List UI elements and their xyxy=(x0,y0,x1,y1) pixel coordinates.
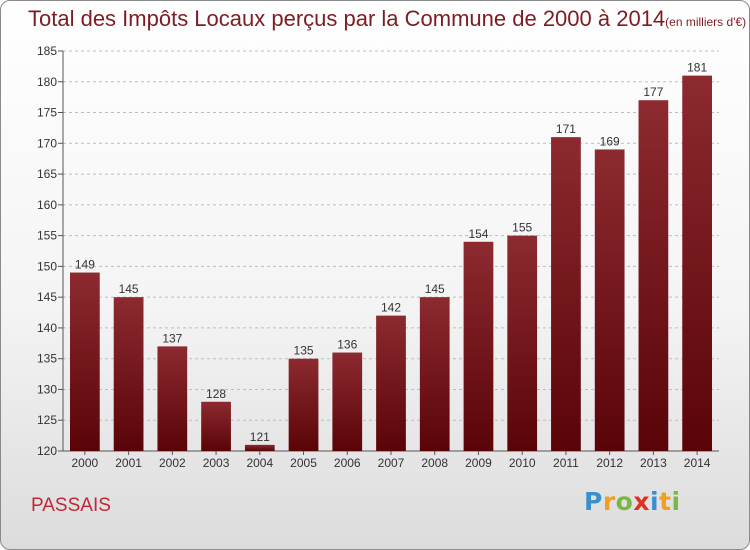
logo-letter: r xyxy=(602,487,616,516)
bar xyxy=(332,352,363,451)
x-tick-label: 2006 xyxy=(334,456,361,470)
x-tick-label: 2004 xyxy=(246,456,273,470)
y-tick-label: 160 xyxy=(37,198,57,212)
data-label: 142 xyxy=(381,301,401,315)
data-label: 149 xyxy=(75,258,95,272)
data-label: 145 xyxy=(425,282,445,296)
bar xyxy=(244,444,275,451)
data-label: 171 xyxy=(556,122,576,136)
logo-letter: P xyxy=(584,487,603,516)
data-label: 177 xyxy=(643,85,663,99)
chart-title: Total des Impôts Locaux perçus par la Co… xyxy=(28,6,746,32)
y-tick-label: 155 xyxy=(37,229,57,243)
data-label: 169 xyxy=(600,134,620,148)
logo-letter: t xyxy=(659,487,672,516)
bar xyxy=(638,100,669,451)
data-label: 135 xyxy=(294,344,314,358)
y-tick-label: 120 xyxy=(37,444,57,458)
x-tick-label: 2014 xyxy=(684,456,711,470)
y-tick-label: 180 xyxy=(37,75,57,89)
commune-name: PASSAIS xyxy=(31,495,111,516)
y-tick-label: 125 xyxy=(37,413,57,427)
bar xyxy=(594,149,625,451)
bar xyxy=(69,272,100,451)
data-label: 121 xyxy=(250,430,270,444)
y-tick-label: 145 xyxy=(37,290,57,304)
bar xyxy=(288,358,319,451)
bar xyxy=(507,235,538,451)
chart-title-text: Total des Impôts Locaux perçus par la Co… xyxy=(28,6,666,31)
y-tick-label: 175 xyxy=(37,106,57,120)
bar xyxy=(157,346,188,451)
x-tick-label: 2003 xyxy=(203,456,230,470)
x-tick-label: 2009 xyxy=(465,456,492,470)
bar xyxy=(463,241,494,451)
x-tick-label: 2013 xyxy=(640,456,667,470)
y-tick-label: 135 xyxy=(37,352,57,366)
data-label: 136 xyxy=(337,338,357,352)
y-tick-label: 140 xyxy=(37,321,57,335)
data-label: 154 xyxy=(468,227,488,241)
y-tick-label: 130 xyxy=(37,382,57,396)
y-tick-label: 165 xyxy=(37,167,57,181)
proxiti-logo: Proxiti xyxy=(584,487,681,516)
data-label: 181 xyxy=(687,61,707,75)
data-label: 137 xyxy=(162,331,182,345)
chart-unit: (en milliers d'€) xyxy=(665,15,747,29)
x-tick-label: 2008 xyxy=(421,456,448,470)
bar xyxy=(201,401,231,451)
bar xyxy=(376,315,406,451)
logo-letter: i xyxy=(671,487,681,516)
x-tick-label: 2007 xyxy=(378,456,405,470)
x-tick-label: 2012 xyxy=(596,456,623,470)
y-tick-label: 150 xyxy=(37,259,57,273)
bar xyxy=(419,297,450,451)
x-tick-label: 2005 xyxy=(290,456,317,470)
data-label: 128 xyxy=(206,387,226,401)
x-tick-label: 2002 xyxy=(159,456,186,470)
bar xyxy=(113,297,144,451)
logo-letter: x xyxy=(633,487,650,516)
logo-letter: o xyxy=(615,487,634,516)
data-label: 155 xyxy=(512,221,532,235)
data-label: 145 xyxy=(119,282,139,296)
bar xyxy=(682,75,713,451)
y-tick-label: 185 xyxy=(37,44,57,58)
x-tick-label: 2000 xyxy=(72,456,99,470)
x-tick-label: 2011 xyxy=(553,456,579,470)
logo-letter: i xyxy=(650,487,660,516)
x-tick-label: 2010 xyxy=(509,456,536,470)
bar xyxy=(551,137,581,451)
x-tick-label: 2001 xyxy=(115,456,142,470)
y-tick-label: 170 xyxy=(37,136,57,150)
